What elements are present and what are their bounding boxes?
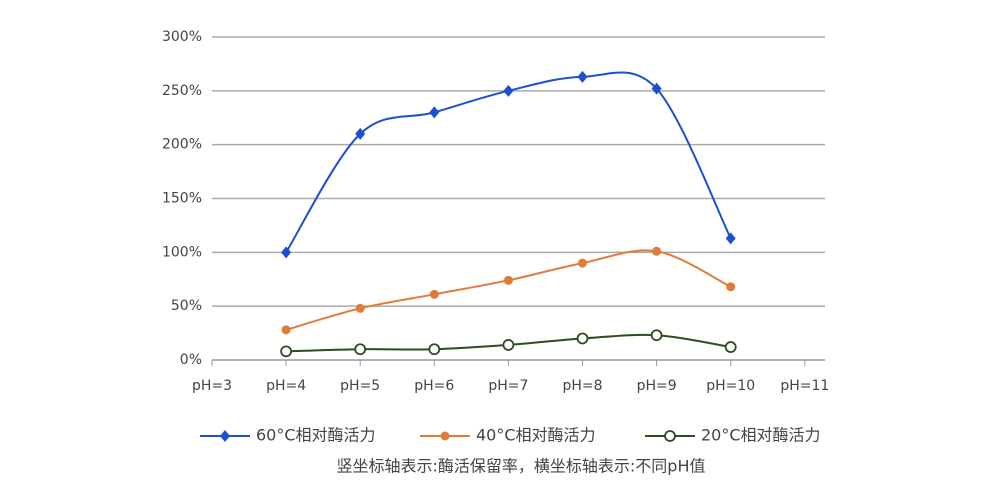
marker bbox=[724, 341, 737, 353]
marker bbox=[354, 343, 367, 356]
marker bbox=[578, 258, 587, 268]
series-line bbox=[285, 249, 732, 331]
marker bbox=[725, 232, 736, 245]
legend-label: 20°C相对酶活力 bbox=[701, 426, 821, 445]
marker bbox=[652, 246, 662, 256]
marker bbox=[503, 84, 514, 97]
y-tick-label: 250% bbox=[162, 83, 202, 99]
marker bbox=[651, 82, 662, 95]
y-tick-label: 300% bbox=[162, 29, 202, 45]
marker bbox=[429, 289, 439, 299]
y-tick-label: 100% bbox=[162, 244, 202, 260]
x-tick-label: pH=9 bbox=[637, 378, 677, 394]
marker bbox=[355, 303, 365, 313]
marker bbox=[281, 246, 292, 259]
marker bbox=[726, 282, 736, 292]
marker bbox=[577, 70, 588, 83]
marker bbox=[650, 329, 663, 342]
legend-label: 40°C相对酶活力 bbox=[476, 426, 596, 445]
marker bbox=[440, 431, 450, 441]
series-line bbox=[285, 71, 732, 253]
y-tick-label: 0% bbox=[180, 352, 202, 368]
legend-label: 60°C相对酶活力 bbox=[256, 426, 376, 445]
x-tick-label: pH=11 bbox=[780, 378, 829, 394]
marker bbox=[502, 339, 515, 351]
x-tick-label: pH=6 bbox=[414, 378, 454, 394]
marker bbox=[281, 325, 291, 335]
marker bbox=[428, 343, 441, 356]
x-tick-label: pH=10 bbox=[706, 378, 755, 394]
marker bbox=[280, 345, 293, 358]
x-tick-label: pH=7 bbox=[488, 378, 528, 394]
marker bbox=[355, 127, 366, 140]
y-tick-label: 200% bbox=[162, 137, 202, 153]
marker bbox=[576, 332, 589, 345]
x-tick-label: pH=5 bbox=[340, 378, 380, 394]
x-tick-label: pH=8 bbox=[562, 378, 602, 394]
caption: 竖坐标轴表示:酶活保留率，横坐标轴表示:不同pH值 bbox=[337, 457, 706, 476]
y-tick-label: 150% bbox=[162, 191, 202, 207]
marker bbox=[429, 106, 440, 119]
marker bbox=[220, 430, 230, 442]
x-tick-label: pH=4 bbox=[266, 378, 306, 394]
x-tick-label: pH=3 bbox=[192, 378, 232, 394]
marker bbox=[664, 430, 676, 442]
y-tick-label: 50% bbox=[171, 298, 202, 314]
marker bbox=[503, 275, 513, 285]
